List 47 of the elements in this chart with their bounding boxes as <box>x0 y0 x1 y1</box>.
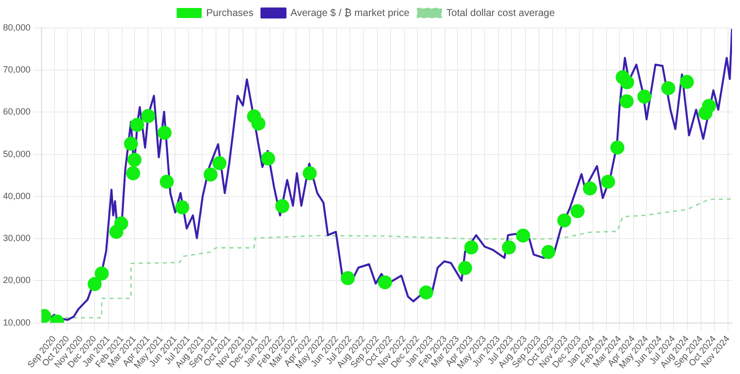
point <box>126 166 140 180</box>
point <box>127 152 142 167</box>
point <box>610 140 624 155</box>
point <box>702 98 716 113</box>
point <box>516 228 530 243</box>
point <box>158 126 172 140</box>
y-tick-label: 40,000 <box>2 190 31 201</box>
point <box>419 285 434 300</box>
legend-label: Average $ / ₿ market price <box>290 8 410 19</box>
point <box>124 136 138 151</box>
point <box>88 277 102 292</box>
point <box>557 213 572 228</box>
point <box>464 240 478 254</box>
y-tick-label: 60,000 <box>2 106 31 117</box>
point <box>94 266 109 281</box>
y-tick-label: 10,000 <box>2 317 31 328</box>
point <box>114 216 128 230</box>
point <box>620 94 634 108</box>
legend-label: Total dollar cost average <box>446 8 556 19</box>
point <box>541 245 556 260</box>
point <box>570 204 585 218</box>
y-tick-label: 30,000 <box>2 233 31 244</box>
point <box>680 74 694 89</box>
point <box>637 90 652 104</box>
point <box>175 200 190 214</box>
legend-label: Purchases <box>206 8 254 19</box>
point <box>160 174 174 189</box>
point <box>141 109 156 124</box>
point <box>458 261 472 276</box>
point <box>275 199 290 214</box>
point <box>302 166 317 180</box>
point <box>130 118 144 132</box>
y-tick-label: 70,000 <box>2 64 31 75</box>
point <box>340 271 355 286</box>
y-tick-label: 50,000 <box>2 148 31 159</box>
point <box>204 168 218 182</box>
point <box>601 174 616 189</box>
y-tick-label: 20,000 <box>2 275 31 286</box>
point <box>212 156 226 170</box>
y-tick-label: 80,000 <box>2 22 31 32</box>
point <box>582 181 597 196</box>
point <box>502 240 516 254</box>
point <box>620 75 634 90</box>
point <box>661 81 676 96</box>
point <box>251 116 266 131</box>
point <box>261 152 276 166</box>
point <box>378 275 392 290</box>
